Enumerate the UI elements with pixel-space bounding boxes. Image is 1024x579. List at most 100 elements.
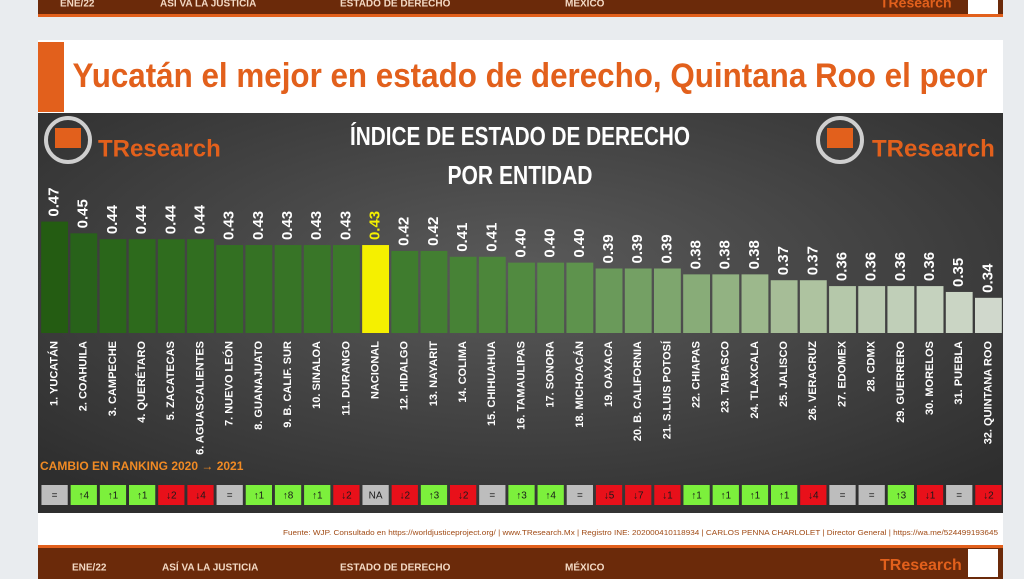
ranking-box <box>975 485 1002 505</box>
logo-left: TResearch <box>44 116 221 164</box>
bar <box>70 233 98 333</box>
x-tick-label: 5. ZACATECAS <box>165 341 177 420</box>
ranking-change: ↑1 <box>254 491 265 502</box>
x-tick-label: 14. COLIMA <box>457 341 469 403</box>
ranking-change: = <box>869 491 875 502</box>
x-tick-label: 17. SONORA <box>545 341 557 408</box>
value-label: 0.47 <box>46 187 63 216</box>
x-tick-label: NACIONAL <box>369 341 381 399</box>
ranking-change: ↓2 <box>983 491 994 502</box>
value-label: 0.43 <box>250 211 267 240</box>
bar <box>187 239 214 333</box>
ranking-change: NA <box>369 491 383 502</box>
x-tick-label: 31. PUEBLA <box>953 341 965 405</box>
bar <box>683 274 711 333</box>
ranking-change: ↑1 <box>312 491 323 502</box>
bar <box>274 245 302 333</box>
ranking-change: = <box>52 491 58 502</box>
bar <box>449 256 477 333</box>
value-label: 0.36 <box>892 252 909 281</box>
value-label: 0.44 <box>191 204 208 234</box>
ranking-change: ↑4 <box>545 491 556 502</box>
x-tick-label: 15. CHIHUAHUA <box>486 341 498 426</box>
value-label: 0.45 <box>75 199 92 228</box>
ranking-label: CAMBIO EN RANKING 2020 → 2021 <box>40 459 244 473</box>
x-tick-label: 10. SINALOA <box>311 341 323 409</box>
x-tick-label: 22. CHIAPAS <box>690 341 702 408</box>
ranking-change: ↑3 <box>896 491 907 502</box>
x-tick-label: 25. JALISCO <box>778 341 790 407</box>
value-label: 0.38 <box>688 240 705 269</box>
x-tick-label: 20. B. CALIFORNIA <box>632 341 644 441</box>
strip-date: ENE/22 <box>60 0 95 10</box>
ranking-box <box>216 485 243 505</box>
strip-link[interactable]: MÉXICO <box>565 0 605 10</box>
x-tick-label: 12. HIDALGO <box>399 341 411 411</box>
bar <box>391 250 419 333</box>
ranking-change: ↑1 <box>137 491 148 502</box>
ranking-box <box>450 485 477 505</box>
strip-link[interactable]: ESTADO DE DERECHO <box>340 0 451 10</box>
bar <box>595 268 623 333</box>
value-label: 0.37 <box>804 246 821 275</box>
strip-date: ENE/22 <box>72 563 107 574</box>
strip-link[interactable]: ASÍ VA LA JUSTICIA <box>160 0 256 10</box>
bar <box>245 245 273 333</box>
value-label: 0.38 <box>746 240 763 269</box>
x-tick-label: 24. TLAXCALA <box>749 341 761 419</box>
ranking-change: = <box>840 491 846 502</box>
bottom-strip: ENE/22 ASÍ VA LA JUSTICIA ESTADO DE DERE… <box>38 545 1003 579</box>
value-label: 0.43 <box>279 211 296 240</box>
source: Fuente: WJP. Consultado en https://world… <box>283 528 998 537</box>
ranking-box <box>508 485 535 505</box>
strip-link[interactable]: ESTADO DE DERECHO <box>340 563 451 574</box>
logo-ring <box>816 116 864 164</box>
ranking-box <box>304 485 331 505</box>
ranking-change: = <box>956 491 962 502</box>
ranking-change: = <box>227 491 233 502</box>
value-label: 0.43 <box>367 211 384 240</box>
bar <box>362 245 390 333</box>
strip-bg <box>38 545 1003 579</box>
x-tick-label: 29. GUERRERO <box>895 341 907 423</box>
bar <box>420 250 448 333</box>
ranking-change: ↑4 <box>78 491 89 502</box>
ranking-box <box>858 485 885 505</box>
bar <box>653 268 681 333</box>
ranking-box <box>129 485 156 505</box>
ranking-change: ↑1 <box>691 491 702 502</box>
x-tick-label: 6. AGUASCALIENTES <box>194 341 206 455</box>
x-tick-label: 1. YUCATÁN <box>47 341 60 406</box>
logo-mark <box>55 128 81 148</box>
value-label: 0.44 <box>133 204 150 234</box>
ranking-box <box>916 485 944 505</box>
bar <box>41 221 69 333</box>
ranking-box <box>479 485 506 505</box>
ranking-change: ↓7 <box>633 491 644 502</box>
ranking-box <box>245 485 272 505</box>
ranking-change: ↓1 <box>662 491 673 502</box>
bar <box>537 262 565 333</box>
strip-brand: TResearch <box>880 557 962 574</box>
value-label: 0.44 <box>162 204 179 234</box>
x-tick-label: 18. MICHOACÁN <box>573 341 586 428</box>
x-tick-label: 13. NAYARIT <box>428 341 440 406</box>
ranking-box <box>362 485 389 505</box>
bar <box>332 245 360 333</box>
x-tick-label: 19. OAXACA <box>603 341 615 407</box>
strip-link[interactable]: ASÍ VA LA JUSTICIA <box>162 561 258 574</box>
bar <box>303 245 331 333</box>
x-tick-label: 9. B. CALIF. SUR <box>282 341 294 428</box>
x-tick-label: 7. NUEVO LEÓN <box>223 341 236 426</box>
qr-code <box>968 549 998 577</box>
ranking-box <box>654 485 681 505</box>
bar <box>770 280 798 333</box>
ranking-box <box>391 485 418 505</box>
bar <box>478 256 506 333</box>
strip-border <box>38 14 1003 17</box>
x-tick-label: 26. VERACRUZ <box>807 341 819 421</box>
strip-link[interactable]: MÉXICO <box>565 561 605 574</box>
ranking-change: ↑3 <box>429 491 440 502</box>
x-tick-label: 28. CDMX <box>866 340 878 391</box>
